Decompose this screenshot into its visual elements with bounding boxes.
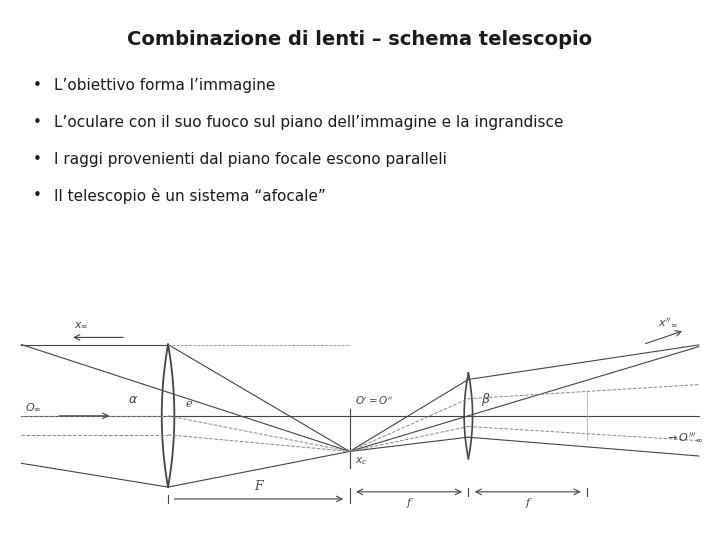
- Text: $\beta$: $\beta$: [481, 390, 490, 408]
- Text: L’oculare con il suo fuoco sul piano dell’immagine e la ingrandisce: L’oculare con il suo fuoco sul piano del…: [54, 115, 564, 130]
- Text: $\rightarrow O'''_\infty$: $\rightarrow O'''_\infty$: [665, 431, 702, 443]
- Text: $\alpha$: $\alpha$: [128, 393, 138, 406]
- Text: $x''_\infty$: $x''_\infty$: [658, 316, 678, 329]
- Text: •: •: [32, 152, 41, 167]
- Text: $x_\infty$: $x_\infty$: [73, 320, 89, 330]
- Text: L’obiettivo forma l’immagine: L’obiettivo forma l’immagine: [54, 78, 275, 93]
- Text: $O'=O''$: $O'=O''$: [355, 395, 394, 407]
- Text: Combinazione di lenti – schema telescopio: Combinazione di lenti – schema telescopi…: [127, 30, 593, 49]
- Text: $O_\infty$: $O_\infty$: [25, 402, 41, 414]
- Text: f: f: [407, 497, 411, 508]
- Text: I raggi provenienti dal piano focale escono paralleli: I raggi provenienti dal piano focale esc…: [54, 152, 447, 167]
- Text: •: •: [32, 78, 41, 93]
- Text: e: e: [186, 399, 192, 409]
- Text: •: •: [32, 115, 41, 130]
- Text: Il telescopio è un sistema “afocale”: Il telescopio è un sistema “afocale”: [54, 188, 326, 205]
- Text: F: F: [255, 480, 263, 493]
- Text: $x_c$: $x_c$: [355, 455, 367, 467]
- Text: •: •: [32, 188, 41, 204]
- Text: f: f: [526, 497, 530, 508]
